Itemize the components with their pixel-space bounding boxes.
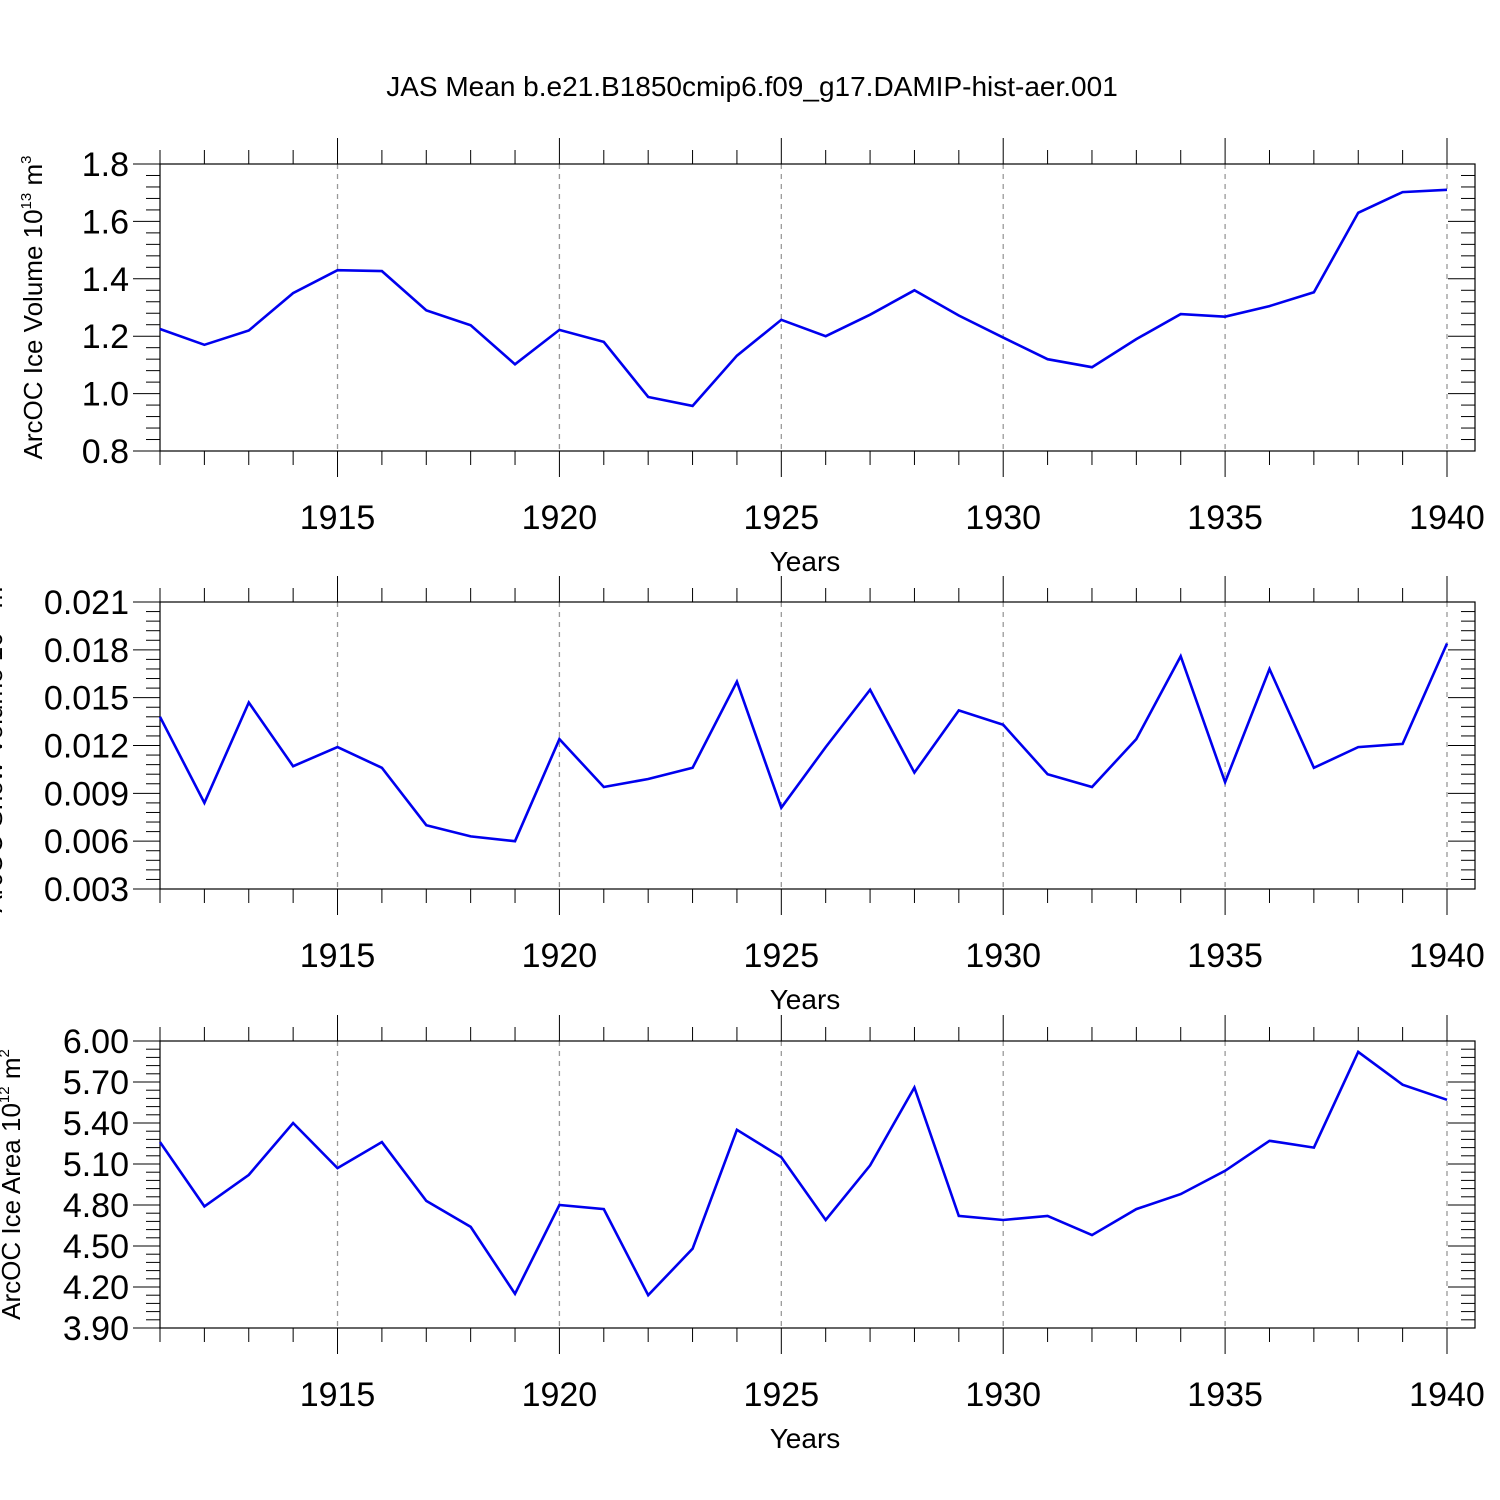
x-tick-label-1940: 1940 bbox=[1409, 937, 1485, 975]
y-tick-label-5.10: 5.10 bbox=[63, 1146, 129, 1184]
x-tick-label-1930: 1930 bbox=[965, 937, 1041, 975]
x-tick-label-1915: 1915 bbox=[300, 1376, 376, 1414]
plot-frame bbox=[159, 601, 1476, 890]
plot-frame bbox=[159, 1040, 1476, 1329]
y-tick-label-3.90: 3.90 bbox=[63, 1310, 129, 1348]
panels: 1915 1920 1925 1930 1935 1940 Years 0.8 1.0 1.2 1.… bbox=[0, 138, 1485, 1454]
x-tick-label-1930: 1930 bbox=[965, 1376, 1041, 1414]
x-tick-label-1935: 1935 bbox=[1187, 937, 1263, 975]
y-tick-label-0.006: 0.006 bbox=[44, 823, 129, 861]
x-tick-label-1925: 1925 bbox=[743, 937, 819, 975]
series-line-2 bbox=[158, 642, 1449, 843]
y-axis-label: ArcOC Snow Volume 1013 m3 bbox=[0, 578, 8, 912]
y-tick-label-1.6: 1.6 bbox=[82, 203, 129, 241]
y-tick-label-4.50: 4.50 bbox=[63, 1228, 129, 1266]
x-tick-label-1930: 1930 bbox=[965, 499, 1041, 537]
y-tick-label-0.018: 0.018 bbox=[44, 632, 129, 670]
y-tick-label-0.003: 0.003 bbox=[44, 871, 129, 909]
x-tick-label-1940: 1940 bbox=[1409, 499, 1485, 537]
y-tick-label-1.2: 1.2 bbox=[82, 318, 129, 356]
y-tick-label-5.40: 5.40 bbox=[63, 1105, 129, 1143]
panel-1: 1915 1920 1925 1930 1935 1940 Years 0.8 1.0 1.2 1.… bbox=[18, 138, 1485, 577]
x-tick-label-1935: 1935 bbox=[1187, 499, 1263, 537]
y-axis-label: ArcOC Ice Area 1012 m2 bbox=[0, 1049, 26, 1320]
series-line-1 bbox=[159, 188, 1448, 408]
x-axis-label: Years bbox=[770, 1423, 841, 1454]
y-tick-label-5.70: 5.70 bbox=[63, 1064, 129, 1102]
x-tick-label-1925: 1925 bbox=[743, 1376, 819, 1414]
x-tick-label-1920: 1920 bbox=[522, 1376, 598, 1414]
y-tick-label-1.0: 1.0 bbox=[82, 376, 129, 414]
y-tick-label-4.20: 4.20 bbox=[63, 1269, 129, 1307]
plot-frame bbox=[159, 163, 1476, 452]
panel-3: 1915 1920 1925 1930 1935 1940 Years 3.904.204.5… bbox=[0, 1015, 1485, 1454]
y-tick-label-0.021: 0.021 bbox=[44, 584, 129, 622]
x-tick-label-1915: 1915 bbox=[300, 499, 376, 537]
y-tick-label-0.009: 0.009 bbox=[44, 775, 129, 813]
y-tick-label-6.00: 6.00 bbox=[63, 1023, 129, 1061]
y-tick-label-4.80: 4.80 bbox=[63, 1187, 129, 1225]
y-tick-label-0.8: 0.8 bbox=[82, 433, 129, 471]
y-tick-label-1.8: 1.8 bbox=[82, 146, 129, 184]
x-axis-label: Years bbox=[770, 984, 841, 1015]
x-tick-label-1925: 1925 bbox=[743, 499, 819, 537]
x-axis-label: Years bbox=[770, 546, 841, 577]
x-tick-label-1920: 1920 bbox=[522, 499, 598, 537]
x-tick-label-1920: 1920 bbox=[522, 937, 598, 975]
panel-2: 1915 1920 1925 1930 1935 1940 Years 0.003 0.006 0… bbox=[0, 576, 1485, 1015]
x-tick-label-1940: 1940 bbox=[1409, 1376, 1485, 1414]
y-axis-label: ArcOC Ice Volume 1013 m3 bbox=[18, 156, 48, 460]
y-tick-label-0.015: 0.015 bbox=[44, 680, 129, 718]
y-tick-label-1.4: 1.4 bbox=[82, 261, 129, 299]
figure-title: JAS Mean b.e21.B1850cmip6.f09_g17.DAMIP-… bbox=[386, 71, 1118, 102]
series-line-3 bbox=[158, 1049, 1448, 1298]
x-tick-label-1935: 1935 bbox=[1187, 1376, 1263, 1414]
y-tick-label-0.012: 0.012 bbox=[44, 728, 129, 766]
x-tick-label-1915: 1915 bbox=[300, 937, 376, 975]
